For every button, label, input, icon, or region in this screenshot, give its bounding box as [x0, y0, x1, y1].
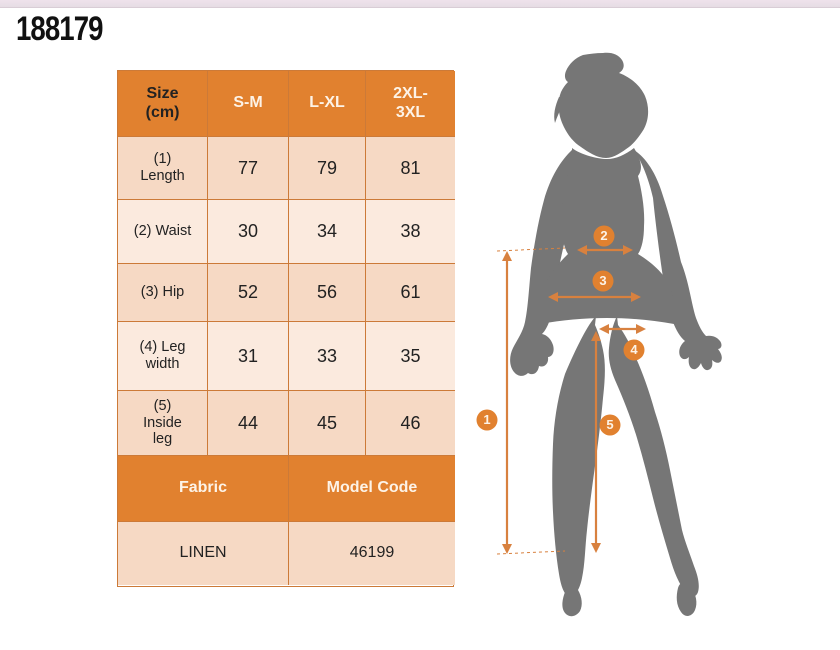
svg-text:3: 3 [599, 273, 606, 288]
svg-text:4: 4 [630, 342, 638, 357]
svg-text:1: 1 [483, 412, 490, 427]
svg-text:5: 5 [606, 417, 613, 432]
svg-text:2: 2 [600, 228, 607, 243]
